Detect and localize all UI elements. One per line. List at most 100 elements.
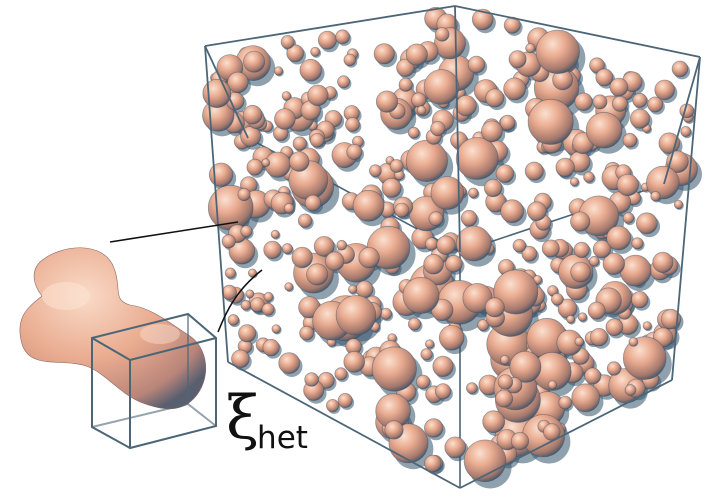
cluster-blob xyxy=(592,239,612,259)
cluster-blob xyxy=(570,211,591,232)
cluster-blob xyxy=(245,289,255,299)
cluster-blob xyxy=(261,158,271,168)
cluster-blob xyxy=(660,308,682,330)
cluster-blob xyxy=(566,314,575,324)
cluster-blob xyxy=(224,267,236,279)
cluster-blob xyxy=(535,29,580,74)
cluster-blob xyxy=(346,143,363,160)
cluster-blob xyxy=(304,194,322,212)
cluster-blob xyxy=(569,177,580,187)
zoom-window-cube xyxy=(91,312,217,450)
cluster-blob xyxy=(336,239,348,251)
cluster-blob xyxy=(352,189,385,222)
cluster-blob xyxy=(510,431,530,451)
cluster-blob xyxy=(286,44,305,63)
cluster-blob xyxy=(313,235,335,257)
cluster-blob xyxy=(526,201,547,222)
cluster-blob xyxy=(574,336,584,347)
cluster-blob xyxy=(438,324,465,351)
cluster-blob xyxy=(493,269,539,315)
cluster-blob xyxy=(221,234,236,249)
cluster-blob xyxy=(541,239,560,258)
cluster-blob xyxy=(584,367,602,385)
cluster-blob xyxy=(430,121,446,137)
cluster-blob xyxy=(632,92,648,108)
cluster-blob xyxy=(240,299,252,311)
cluster-blob xyxy=(605,318,624,337)
cluster-blob xyxy=(445,254,463,273)
cluster-blob xyxy=(358,247,380,269)
xi-symbol: ξ xyxy=(226,383,260,453)
cluster-blob xyxy=(423,454,442,473)
cluster-blob xyxy=(642,321,652,331)
cluster-blob xyxy=(499,354,510,365)
cluster-blob xyxy=(525,43,536,54)
cluster-blob xyxy=(430,176,465,210)
cluster-blob xyxy=(434,27,450,42)
cluster-blob xyxy=(589,57,605,74)
cluster-blob xyxy=(434,383,452,400)
cluster-blob xyxy=(484,297,505,318)
cluster-blob xyxy=(635,212,658,235)
cluster-blob xyxy=(555,157,575,178)
cluster-blob xyxy=(652,251,674,273)
cluster-blob xyxy=(420,348,433,361)
cluster-blob xyxy=(558,395,573,410)
cluster-blob xyxy=(411,92,427,108)
cluster-blob xyxy=(325,251,345,271)
cluster-blob xyxy=(405,139,448,182)
cluster-blob xyxy=(423,253,444,275)
cluster-blob xyxy=(588,255,600,267)
cluster-blob xyxy=(283,202,295,214)
cluster-blob xyxy=(589,328,609,347)
cluster-blob xyxy=(424,237,439,251)
cluster-blob xyxy=(317,30,337,50)
cluster-blob xyxy=(347,284,358,294)
cluster-blob xyxy=(485,88,505,108)
xi-subscript: het xyxy=(257,420,308,456)
cluster-blob xyxy=(495,164,515,183)
cluster-blob xyxy=(512,238,527,253)
cluster-blob xyxy=(622,336,667,380)
cluster-blob xyxy=(271,324,281,334)
cluster-blob xyxy=(585,111,623,149)
cluster-blob xyxy=(573,241,590,258)
cluster-blob xyxy=(570,261,591,283)
cluster-blob xyxy=(631,237,644,250)
cluster-blob xyxy=(307,84,329,107)
cluster-blob xyxy=(622,132,638,148)
cluster-blob xyxy=(299,58,323,82)
cluster-blob xyxy=(309,133,325,148)
cluster-blob xyxy=(273,66,284,76)
cluster-blob xyxy=(463,439,507,483)
cluster-blob xyxy=(647,96,664,113)
cluster-blob xyxy=(280,35,295,50)
cluster-blob xyxy=(208,162,234,188)
cluster-blob xyxy=(622,212,635,224)
cluster-blob xyxy=(288,151,310,172)
cluster-blob xyxy=(398,77,413,92)
cluster-blob xyxy=(428,211,444,227)
cluster-blob xyxy=(325,398,340,413)
cluster-blob xyxy=(389,159,404,173)
cluster-blob xyxy=(602,252,626,275)
cluster-blob xyxy=(595,68,614,87)
cluster-blob xyxy=(261,302,275,316)
cluster-blob xyxy=(394,202,410,218)
xi-het-label: ξhet xyxy=(226,388,310,456)
cluster-blob xyxy=(645,165,680,200)
cluster-blob xyxy=(281,91,292,101)
zoomed-cluster xyxy=(19,247,207,410)
cluster-blob xyxy=(407,126,420,139)
cluster-blob xyxy=(242,104,263,125)
cluster-blob xyxy=(624,384,637,396)
cluster-blob xyxy=(304,372,319,387)
cluster-blob xyxy=(432,355,454,377)
cluster-blob xyxy=(467,187,479,199)
cluster-blob xyxy=(628,336,639,347)
cluster-blob xyxy=(482,410,506,434)
cluster-blob xyxy=(299,325,315,341)
cluster-blob xyxy=(334,367,348,381)
cluster-blob xyxy=(465,382,478,395)
cluster-blob xyxy=(407,317,422,331)
